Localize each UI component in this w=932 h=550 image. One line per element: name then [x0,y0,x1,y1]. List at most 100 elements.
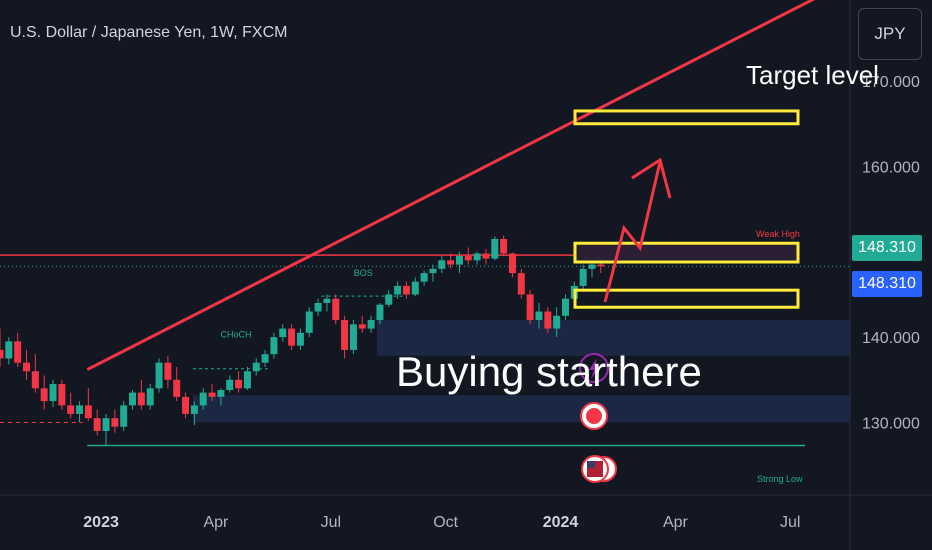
candle-body [111,418,119,427]
candle-body [67,405,75,414]
candle-body [164,362,172,380]
earnings-marker [580,402,608,430]
bos-label: BOS [354,268,373,278]
candle-body [288,328,296,346]
candle-body [155,362,163,389]
buying-start-label: Buying starthere [396,348,702,395]
lightning-icon-bolt [589,358,600,379]
candle-body [5,341,13,359]
x-tick-label: Jul [321,514,341,531]
target-level-label: Target level [746,60,879,90]
candle-body [226,379,234,391]
demand-zone-upper [376,320,850,356]
currency-button[interactable]: JPY [858,8,922,60]
earnings-marker-core [586,408,602,424]
candle-body [208,392,216,397]
candle-body [473,253,481,261]
candle-body [93,418,101,431]
candle-body [323,298,331,303]
candle-body [455,256,463,265]
candle-body [182,396,190,414]
candle-body [49,384,57,402]
flag-icon [581,455,617,483]
candle-body [129,392,137,406]
candle-body [199,392,207,406]
candle-body [500,238,508,254]
lightning-icon [579,353,609,383]
candle-body [296,332,304,346]
candle-body [597,264,605,267]
choch-label: CHoCH [221,330,252,340]
candle-body [438,260,446,269]
candle-body [508,253,516,274]
candle-body [420,273,428,282]
x-tick-label: Apr [663,514,689,531]
candle-body [146,388,154,406]
flag-icon-canton [587,461,595,468]
candle-body [376,304,384,321]
y-tick-label: 160.000 [862,159,920,176]
candle-body [190,405,198,414]
candle-body [367,320,375,329]
candle-body [102,418,110,431]
demand-zone-lower [192,395,851,423]
candle-body [332,298,340,321]
x-tick-label: Oct [433,514,458,531]
candle-body [217,390,225,397]
candle-body [588,264,596,269]
candle-body [40,388,48,402]
candle-body [579,268,587,286]
candle-body [553,315,561,329]
candle-body [14,341,22,363]
candle-body [402,285,410,295]
candle-body [358,324,366,329]
candle-body [517,273,525,295]
candle-body [0,349,4,359]
candle-body [464,256,472,261]
candle-body [58,384,66,406]
symbol-title[interactable]: U.S. Dollar / Japanese Yen, 1W, FXCM [10,24,288,41]
candle-body [120,405,128,427]
strong-low-label: Strong Low [757,474,803,484]
candle-body [385,294,393,305]
candle-body [314,302,322,312]
candle-body [84,405,92,419]
candle-body [535,311,543,321]
candle-body [173,379,181,397]
candle-body [279,328,287,338]
x-tick-label: 2023 [83,514,119,531]
candle-body [526,294,534,321]
candle-body [261,354,269,363]
candle-body [411,281,419,295]
target-box [573,109,800,126]
candle-body [447,260,455,265]
weak-high-label: Weak High [756,229,800,239]
projection-path [603,161,662,303]
x-tick-label: Apr [203,514,229,531]
candle-body [394,285,402,295]
candle-body [305,311,313,333]
candle-body [349,324,357,350]
x-tick-label: Jul [780,514,800,531]
candle-body [482,253,490,259]
y-tick-label: 130.000 [862,415,920,432]
entry-box [573,288,800,309]
candle-body [76,405,84,414]
price-tag-last: 148.310 [852,235,922,261]
weak-high-box [573,241,800,264]
candle-body [491,238,499,259]
candle-body [252,362,260,372]
candle-body [429,268,437,274]
rising-trendline [86,0,816,371]
candle-body [270,337,278,355]
x-tick-label: 2024 [543,514,579,531]
candle-body [137,392,145,406]
candle-body [561,298,569,316]
candle-body [23,362,31,372]
candle-body [235,379,243,389]
candle-body [341,320,349,350]
candle-body [243,371,251,389]
candle-body [544,311,552,329]
